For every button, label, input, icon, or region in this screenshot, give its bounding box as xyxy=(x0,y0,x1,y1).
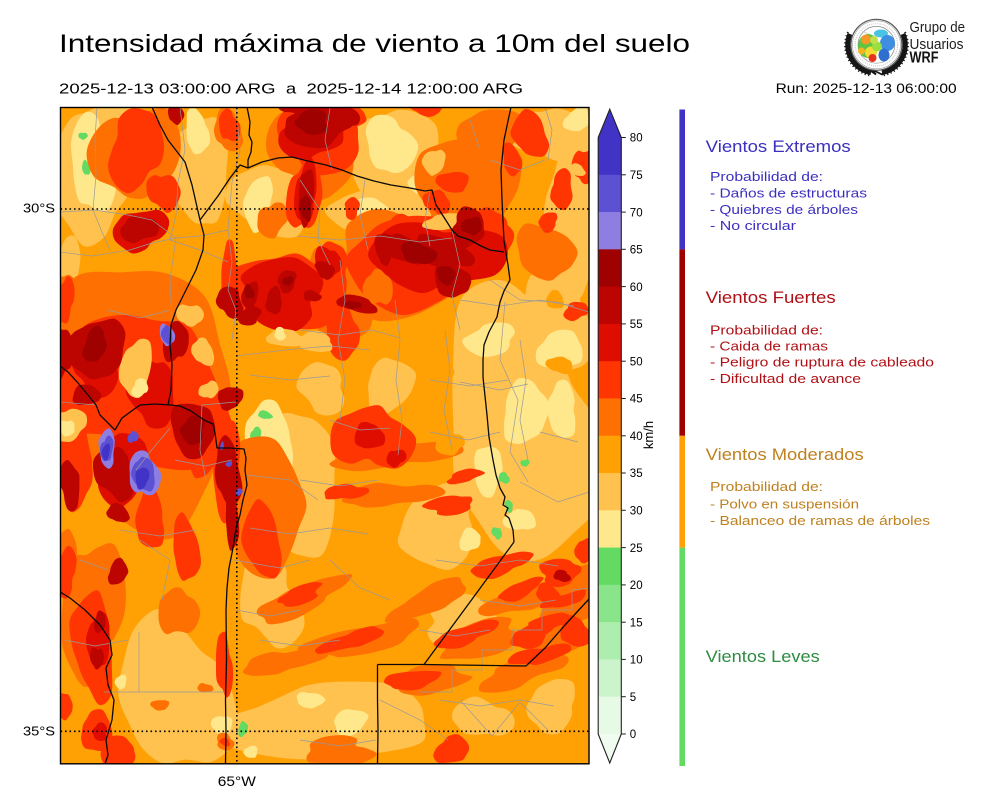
svg-text:30°S: 30°S xyxy=(23,202,55,216)
svg-text:10: 10 xyxy=(630,655,643,667)
svg-text:40: 40 xyxy=(630,431,643,443)
svg-text:55: 55 xyxy=(630,319,643,331)
svg-text:- Daños de estructuras: - Daños de estructuras xyxy=(710,186,868,201)
svg-text:35°S: 35°S xyxy=(23,724,55,738)
svg-text:Probabilidad de:: Probabilidad de: xyxy=(710,169,823,184)
svg-text:Vientos Fuertes: Vientos Fuertes xyxy=(706,289,836,307)
svg-text:65: 65 xyxy=(630,245,643,257)
svg-text:80: 80 xyxy=(630,133,643,145)
svg-text:Vientos Leves: Vientos Leves xyxy=(706,648,820,666)
svg-text:50: 50 xyxy=(630,356,643,368)
svg-text:65°W: 65°W xyxy=(218,773,257,789)
svg-text:- No circular: - No circular xyxy=(710,218,797,233)
svg-text:Intensidad máxima de viento a: Intensidad máxima de viento a 10m del su… xyxy=(59,30,690,58)
svg-text:Usuarios: Usuarios xyxy=(910,36,964,53)
svg-text:0: 0 xyxy=(630,729,636,741)
svg-text:70: 70 xyxy=(630,207,643,219)
svg-text:- Balanceo de ramas de árboles: - Balanceo de ramas de árboles xyxy=(710,513,931,528)
svg-text:75: 75 xyxy=(630,170,643,182)
svg-text:Probabilidad de:: Probabilidad de: xyxy=(710,322,823,337)
svg-text:- Quiebres de árboles: - Quiebres de árboles xyxy=(710,202,859,217)
svg-text:Run: 2025-12-13 06:00:00: Run: 2025-12-13 06:00:00 xyxy=(776,80,957,96)
svg-text:- Caida de ramas: - Caida de ramas xyxy=(710,338,829,353)
svg-text:30: 30 xyxy=(630,506,643,518)
svg-text:20: 20 xyxy=(630,580,643,592)
svg-text:15: 15 xyxy=(630,617,643,629)
svg-text:35: 35 xyxy=(630,468,643,480)
svg-text:2025-12-13 03:00:00 ARG a 20: 2025-12-13 03:00:00 ARG a 2025-12-14 12:… xyxy=(59,82,523,98)
svg-text:60: 60 xyxy=(630,282,643,294)
svg-text:km/h: km/h xyxy=(641,421,656,449)
svg-text:WRF: WRF xyxy=(910,49,939,66)
svg-text:25: 25 xyxy=(630,543,643,555)
svg-text:Grupo de: Grupo de xyxy=(910,19,966,36)
svg-text:45: 45 xyxy=(630,394,643,406)
svg-text:Vientos Extremos: Vientos Extremos xyxy=(706,138,851,156)
svg-text:Vientos Moderados: Vientos Moderados xyxy=(706,446,864,464)
svg-text:- Polvo en suspensión: - Polvo en suspensión xyxy=(710,496,859,511)
svg-text:- Dificultad de avance: - Dificultad de avance xyxy=(710,371,861,386)
svg-text:Probabilidad de:: Probabilidad de: xyxy=(710,479,823,494)
svg-text:5: 5 xyxy=(630,692,636,704)
svg-text:- Peligro de ruptura de cablea: - Peligro de ruptura de cableado xyxy=(710,355,934,370)
